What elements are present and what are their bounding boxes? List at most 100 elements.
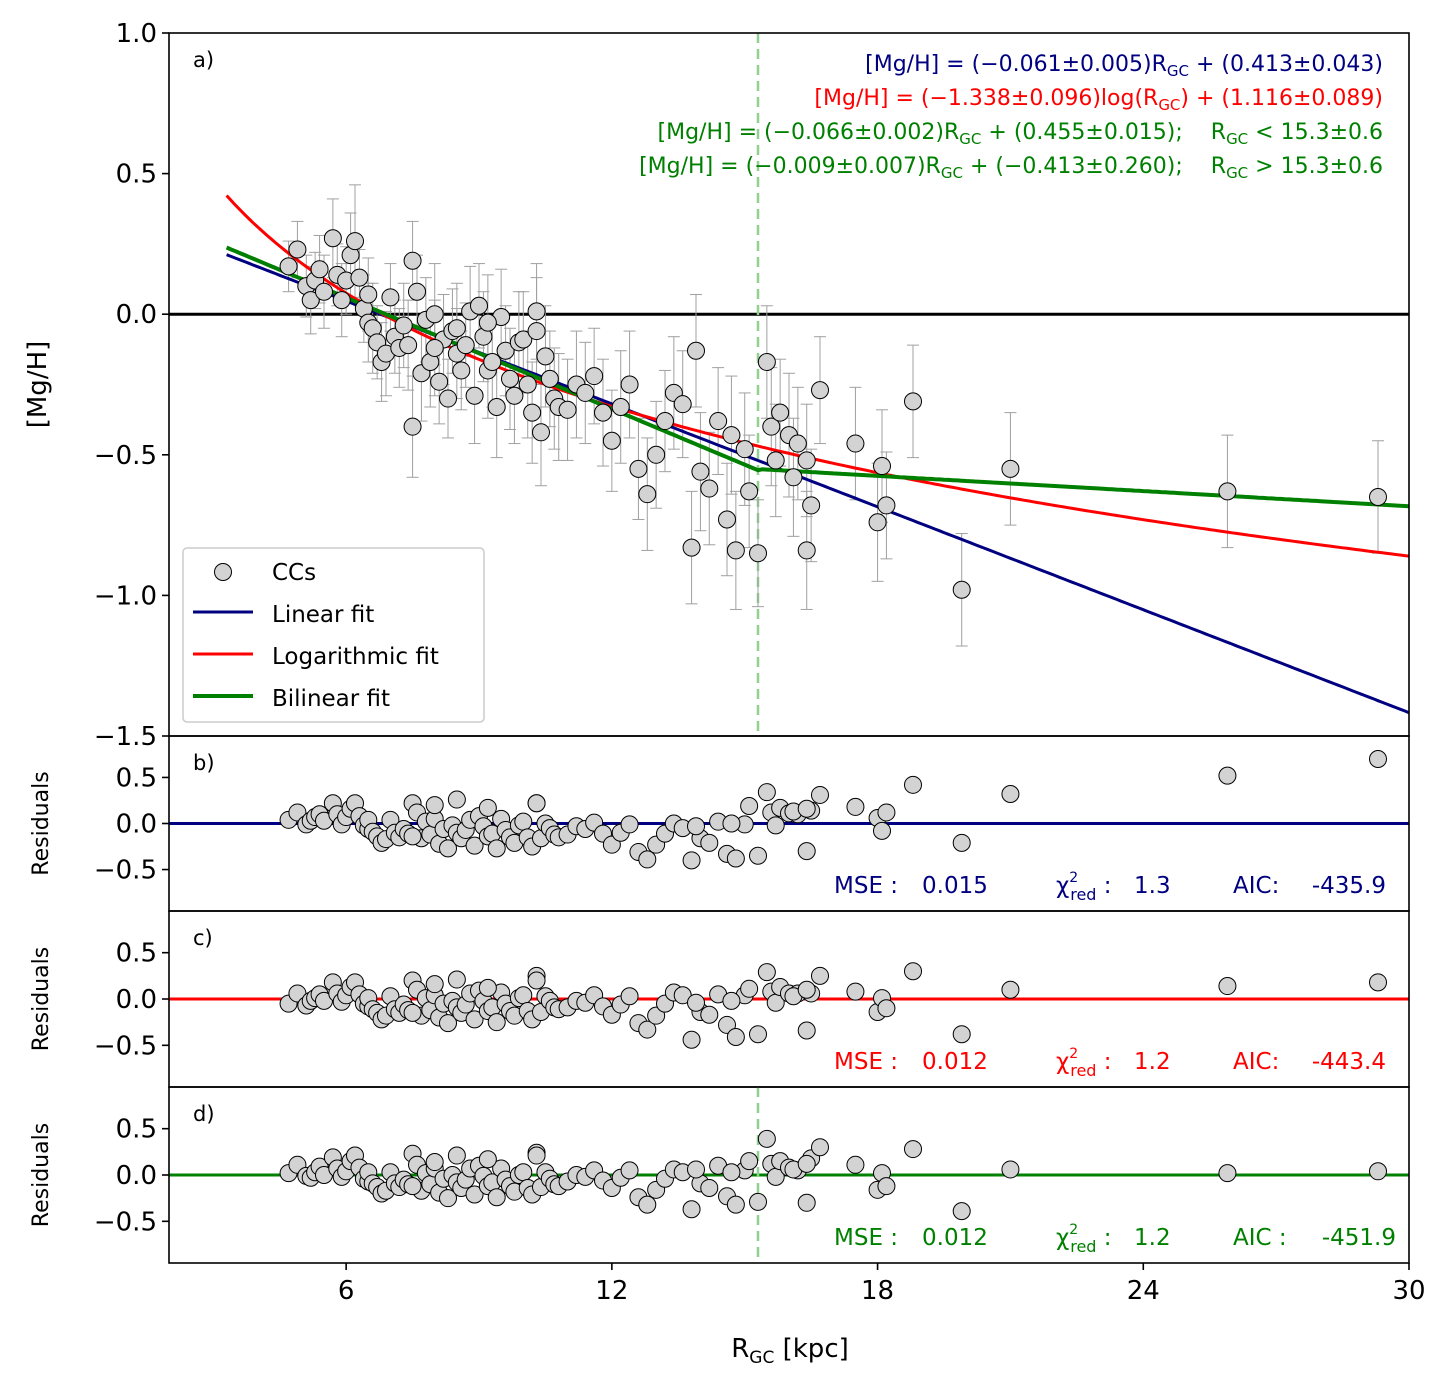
chi-symbol: χ	[1056, 1225, 1069, 1251]
residual-point	[403, 1177, 422, 1196]
residual-point	[726, 1027, 745, 1046]
data-point	[784, 468, 803, 487]
subscript: GC	[959, 130, 981, 148]
chi2-label: χ2 red :	[1056, 870, 1112, 904]
data-point	[629, 459, 648, 478]
residual-point	[1001, 785, 1020, 804]
data-point	[700, 479, 719, 498]
data-point	[518, 375, 537, 394]
data-point	[425, 338, 444, 357]
data-point	[620, 375, 639, 394]
chi2-value: 1.2	[1134, 1049, 1171, 1075]
data-point	[726, 541, 745, 560]
data-point	[1369, 487, 1387, 506]
residual-point	[1001, 1160, 1020, 1179]
residual-point	[757, 783, 776, 802]
data-point	[452, 361, 471, 380]
data-point	[470, 296, 488, 315]
y-tick-label: 0.0	[116, 300, 157, 330]
data-point	[465, 386, 484, 405]
plot-area-c	[169, 962, 1409, 1049]
chi-separator: :	[1096, 1049, 1111, 1075]
chi-superscript: 2	[1069, 870, 1078, 886]
residual-point	[687, 817, 705, 836]
legend-label-ccs: CCs	[272, 560, 316, 586]
data-point	[496, 341, 515, 360]
residual-point	[687, 1160, 705, 1179]
mse-label: MSE :	[834, 1049, 898, 1075]
residual-point	[514, 1163, 533, 1182]
data-point	[740, 482, 759, 501]
data-point	[315, 282, 333, 301]
subscript: GC	[1158, 96, 1180, 114]
data-point	[514, 330, 533, 349]
residual-point	[403, 1003, 422, 1022]
residual-point	[478, 798, 497, 817]
residual-point	[425, 975, 444, 994]
plot-area-b	[169, 750, 1409, 870]
data-point	[425, 305, 444, 324]
y-tick-label: −1.0	[94, 581, 157, 611]
data-point	[501, 369, 519, 388]
aic-value: -443.4	[1312, 1049, 1386, 1075]
data-point	[505, 386, 524, 405]
mse-value: 0.015	[922, 873, 988, 899]
fit-equation: [Mg/H] = (−0.066±0.002)RGC + (0.455±0.01…	[658, 120, 1383, 148]
residual-point	[527, 794, 546, 813]
data-point	[749, 544, 767, 563]
residual-point	[487, 839, 506, 858]
chi-subscript: red	[1070, 1237, 1096, 1256]
data-point	[310, 260, 329, 279]
data-point	[691, 462, 710, 481]
aic-label: AIC :	[1233, 1225, 1287, 1251]
residual-point	[904, 775, 922, 794]
chi-subscript: red	[1070, 885, 1096, 904]
residual-point	[1001, 980, 1020, 999]
aic-label: AIC:	[1233, 1049, 1279, 1075]
residual-point	[439, 1014, 457, 1033]
panel-a-main-gradient: 1.0 0.5 0.0 −0.5 −1.0 −1.5 [Mg/H] a) [Mg/H] = (−…	[23, 19, 1410, 752]
chi2-label: χ2 red :	[1056, 1222, 1112, 1256]
residual-point	[638, 850, 657, 869]
residual-point	[749, 1192, 767, 1211]
mse-label: MSE :	[834, 1225, 898, 1251]
residual-point	[465, 836, 484, 855]
equation-part: [Mg/H] = (−0.061±0.005)R	[865, 52, 1167, 77]
y-axis-label: Residuals	[29, 1123, 54, 1227]
residual-point	[682, 1200, 701, 1219]
residual-point	[797, 799, 816, 818]
data-point	[279, 257, 298, 276]
bilinear-fit-line	[225, 245, 1409, 509]
residual-point	[465, 1185, 484, 1204]
chi-symbol: χ	[1056, 1049, 1069, 1075]
aic-value: -451.9	[1322, 1225, 1396, 1251]
residual-point	[797, 1021, 816, 1040]
equation-part: + (0.413±0.043)	[1189, 52, 1383, 77]
data-point	[301, 291, 320, 310]
residual-point	[749, 1025, 767, 1044]
data-point	[638, 485, 657, 504]
residual-point	[952, 833, 971, 852]
data-point	[594, 403, 612, 422]
y-tick-label: −0.5	[94, 856, 157, 886]
fit-equation: [Mg/H] = (−0.009±0.007)RGC + (−0.413±0.2…	[639, 154, 1383, 182]
x-tick-label: 12	[595, 1276, 628, 1306]
residual-point	[718, 1015, 736, 1034]
residual-point	[487, 1013, 506, 1032]
residual-point	[638, 1195, 657, 1214]
residual-point	[687, 993, 705, 1012]
residual-point	[904, 1140, 922, 1159]
x-tick-label: 24	[1127, 1276, 1160, 1306]
equation-part: > 15.3±0.6	[1248, 154, 1383, 179]
residual-point	[447, 790, 466, 809]
chi-separator: :	[1096, 1225, 1111, 1251]
data-point	[447, 319, 466, 338]
y-tick-label: 0.5	[116, 1115, 157, 1145]
data-point	[540, 369, 559, 388]
y-tick-label: 0.0	[116, 985, 157, 1015]
data-point	[487, 397, 506, 416]
residual-point	[1218, 766, 1237, 785]
data-point	[288, 240, 307, 259]
